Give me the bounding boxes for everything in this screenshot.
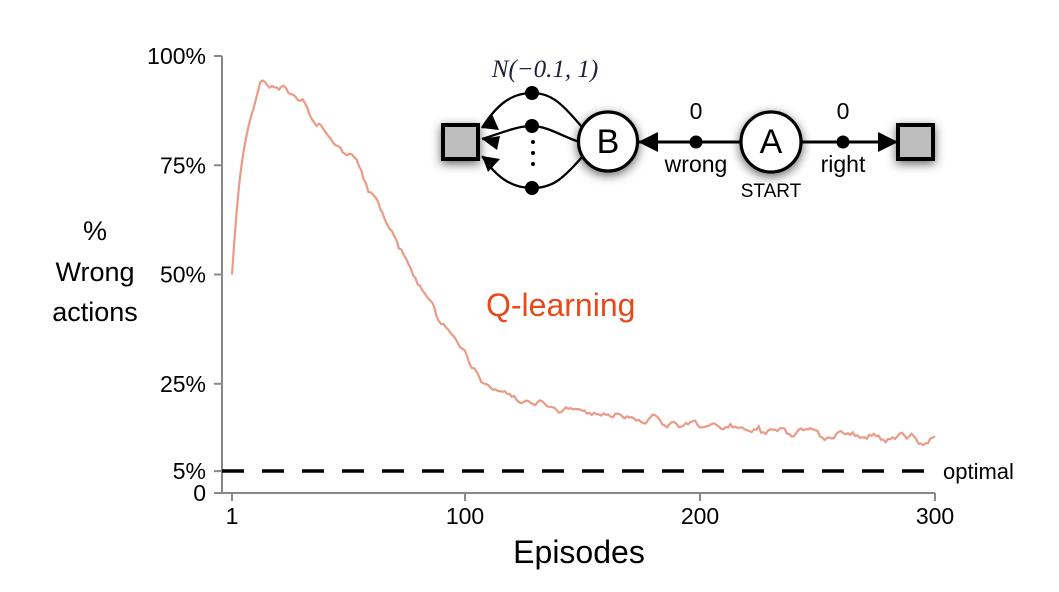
svg-text:START: START	[741, 181, 802, 202]
svg-text:%: %	[83, 216, 107, 246]
svg-text:200: 200	[681, 503, 719, 529]
svg-text:100%: 100%	[147, 43, 206, 69]
svg-text:Q-learning: Q-learning	[486, 287, 635, 323]
svg-text:wrong: wrong	[664, 151, 728, 177]
svg-text:actions: actions	[52, 297, 138, 327]
svg-text:N(−0.1, 1): N(−0.1, 1)	[491, 56, 598, 83]
svg-text:75%: 75%	[160, 152, 206, 178]
svg-text:25%: 25%	[160, 371, 206, 397]
svg-text:50%: 50%	[160, 262, 206, 288]
svg-text:100: 100	[446, 503, 484, 529]
svg-text:B: B	[597, 123, 620, 161]
svg-text:0: 0	[193, 480, 206, 506]
svg-text:optimal: optimal	[943, 459, 1014, 484]
svg-text:0: 0	[837, 98, 850, 124]
svg-text:1: 1	[226, 503, 239, 529]
svg-text:300: 300	[916, 503, 954, 529]
svg-text:right: right	[821, 151, 866, 177]
svg-text:Wrong: Wrong	[55, 257, 134, 287]
svg-text:Episodes: Episodes	[513, 534, 645, 570]
svg-text:0: 0	[690, 98, 703, 124]
svg-text:A: A	[760, 123, 783, 161]
